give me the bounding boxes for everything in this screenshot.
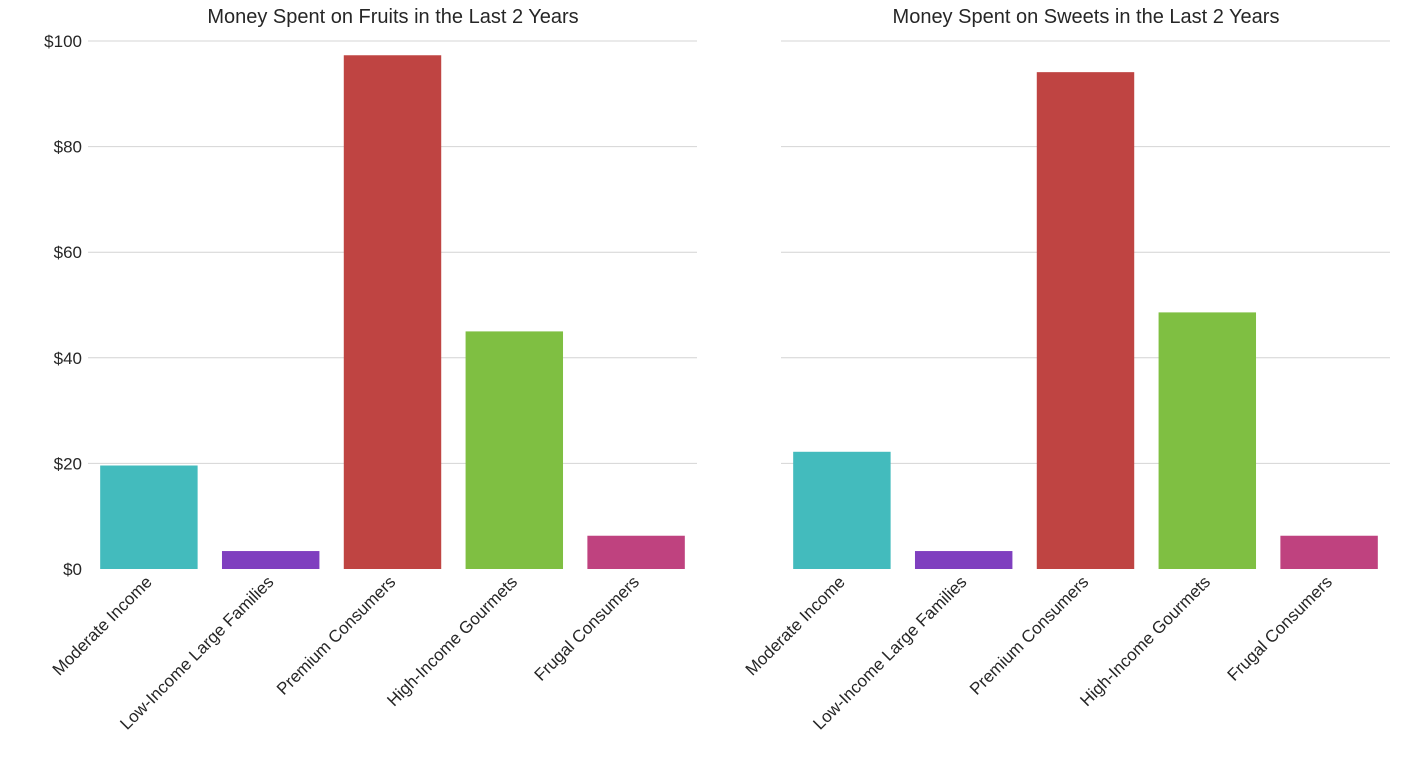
bar <box>1280 535 1378 569</box>
y-tick-label: $40 <box>54 349 82 368</box>
bar <box>914 551 1013 569</box>
x-tick-label: High-Income Gourmets <box>383 572 521 710</box>
x-tick-label: Moderate Income <box>742 572 849 679</box>
x-tick-label: Frugal Consumers <box>1224 572 1336 684</box>
chart-title: Money Spent on Sweets in the Last 2 Year… <box>893 6 1280 28</box>
x-tick-label: Premium Consumers <box>273 572 399 698</box>
chart-fruits: Money Spent on Fruits in the Last 2 Year… <box>44 6 697 733</box>
bar <box>793 451 891 569</box>
bar <box>1158 312 1257 569</box>
y-tick-label: $80 <box>54 138 82 157</box>
y-tick-label: $20 <box>54 454 82 473</box>
x-tick-label: Premium Consumers <box>966 572 1092 698</box>
x-tick-label: High-Income Gourmets <box>1076 572 1214 710</box>
bar <box>100 465 198 569</box>
chart-sweets: Money Spent on Sweets in the Last 2 Year… <box>742 6 1390 733</box>
y-tick-label: $60 <box>54 243 82 262</box>
y-tick-label: $100 <box>44 32 82 51</box>
chart-title: Money Spent on Fruits in the Last 2 Year… <box>207 6 578 28</box>
bar <box>587 535 685 569</box>
bar <box>221 551 320 569</box>
x-tick-label: Frugal Consumers <box>531 572 643 684</box>
bar <box>343 55 442 570</box>
bar <box>465 331 564 569</box>
y-tick-label: $0 <box>63 560 82 579</box>
x-tick-label: Moderate Income <box>49 572 156 679</box>
bar <box>1036 72 1135 569</box>
